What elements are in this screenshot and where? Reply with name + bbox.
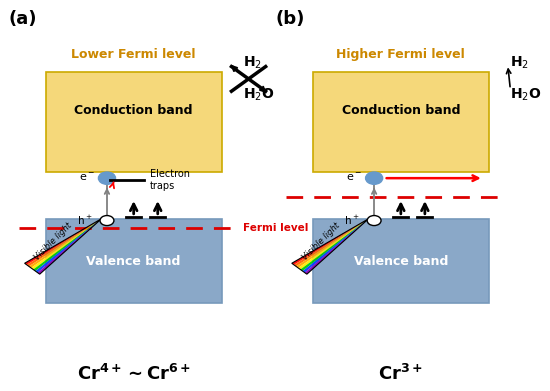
Text: Lower Fermi level: Lower Fermi level [72, 48, 196, 61]
Text: e$^-$: e$^-$ [79, 171, 95, 183]
Text: Visible light: Visible light [300, 221, 341, 262]
Text: (a): (a) [8, 11, 37, 29]
Polygon shape [294, 219, 368, 266]
Text: Conduction band: Conduction band [342, 104, 460, 117]
Text: $\mathbf{Cr^{4+} \sim Cr^{6+}}$: $\mathbf{Cr^{4+} \sim Cr^{6+}}$ [77, 364, 191, 384]
Text: H$_2$: H$_2$ [243, 54, 262, 71]
Text: (b): (b) [275, 11, 305, 29]
Text: Valence band: Valence band [86, 255, 181, 267]
Bar [46, 219, 222, 303]
Polygon shape [298, 219, 368, 269]
Circle shape [98, 172, 116, 184]
Polygon shape [292, 219, 368, 265]
Polygon shape [31, 219, 102, 269]
Polygon shape [33, 219, 102, 271]
Text: e$^-$: e$^-$ [346, 171, 362, 183]
Polygon shape [25, 219, 102, 265]
Circle shape [366, 172, 383, 184]
Polygon shape [37, 219, 102, 274]
Text: Valence band: Valence band [354, 255, 448, 267]
Polygon shape [300, 219, 368, 271]
Polygon shape [35, 219, 102, 273]
Text: Visible light: Visible light [33, 221, 74, 262]
Circle shape [100, 215, 114, 226]
Bar [46, 72, 222, 172]
Text: h$^+$: h$^+$ [344, 214, 359, 227]
Polygon shape [27, 219, 102, 266]
Text: H$_2$O: H$_2$O [243, 87, 274, 104]
Text: Higher Fermi level: Higher Fermi level [337, 48, 465, 61]
Polygon shape [29, 219, 102, 268]
Circle shape [367, 215, 381, 226]
Bar [312, 219, 489, 303]
Polygon shape [305, 219, 369, 274]
Text: $\mathbf{Cr^{3+}}$: $\mathbf{Cr^{3+}}$ [378, 364, 423, 384]
Text: H$_2$: H$_2$ [510, 54, 529, 71]
Text: Conduction band: Conduction band [74, 104, 193, 117]
Text: Electron
traps: Electron traps [150, 169, 190, 191]
Text: h$^+$: h$^+$ [76, 214, 92, 227]
Text: H$_2$O: H$_2$O [510, 87, 542, 104]
Text: Fermi level: Fermi level [243, 223, 309, 233]
Bar [312, 72, 489, 172]
Polygon shape [302, 219, 368, 273]
Polygon shape [296, 219, 369, 268]
